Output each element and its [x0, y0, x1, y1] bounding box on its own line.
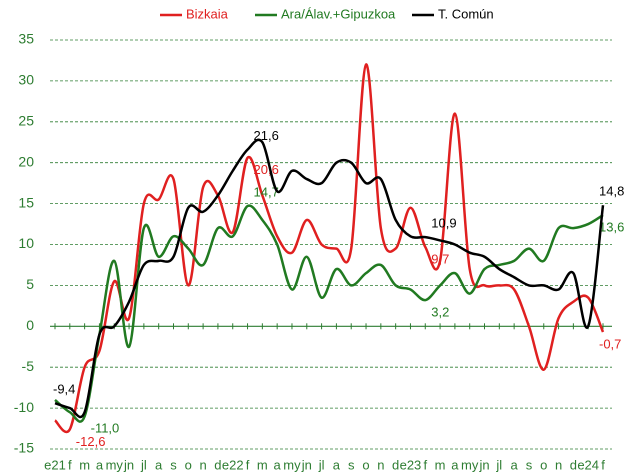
- series-line: [54, 63, 605, 434]
- legend-label: T. Común: [438, 6, 494, 21]
- x-tick-label: n: [199, 457, 206, 472]
- x-tick-label: jl: [495, 457, 502, 472]
- series-line: [54, 204, 604, 423]
- x-tick-label: n: [377, 457, 384, 472]
- data-label: -0,7: [599, 336, 621, 351]
- x-tick-label: e21: [44, 457, 66, 472]
- data-label: 14,7: [254, 184, 279, 199]
- legend-label: Bizkaia: [186, 6, 229, 21]
- y-tick-label: 25: [18, 113, 34, 129]
- x-tick-label: e24: [577, 457, 599, 472]
- x-tick-label: jn: [123, 457, 134, 472]
- x-tick-label: e23: [400, 457, 422, 472]
- y-tick-label: 30: [18, 72, 34, 88]
- x-tick-label: jn: [301, 457, 312, 472]
- data-label: -12,6: [76, 434, 106, 449]
- data-label: 14,8: [599, 184, 624, 199]
- y-tick-label: 20: [18, 153, 34, 169]
- x-tick-label: jl: [140, 457, 147, 472]
- series-line: [54, 138, 605, 419]
- x-tick-label: a: [451, 457, 459, 472]
- x-tick-label: a: [155, 457, 163, 472]
- data-label: 20,6: [254, 162, 279, 177]
- y-tick-label: -15: [14, 440, 34, 456]
- x-tick-label: my: [461, 457, 479, 472]
- x-tick-label: s: [170, 457, 177, 472]
- x-tick-label: a: [96, 457, 104, 472]
- data-label: 9,7: [431, 251, 449, 266]
- x-tick-label: f: [68, 457, 72, 472]
- legend-label: Ara/Álav.+Gipuzkoa: [281, 6, 396, 21]
- x-tick-label: d: [392, 457, 399, 472]
- x-tick-label: my: [106, 457, 124, 472]
- x-tick-label: n: [555, 457, 562, 472]
- data-label: 3,2: [431, 305, 449, 320]
- x-tick-label: e22: [222, 457, 244, 472]
- x-tick-label: f: [423, 457, 427, 472]
- y-tick-label: 0: [26, 317, 34, 333]
- x-tick-label: f: [246, 457, 250, 472]
- x-tick-label: d: [214, 457, 221, 472]
- x-tick-label: s: [526, 457, 533, 472]
- data-label: 13,6: [599, 219, 624, 234]
- y-tick-label: 15: [18, 194, 34, 210]
- y-tick-label: -5: [22, 358, 35, 374]
- x-tick-label: m: [79, 457, 90, 472]
- x-tick-label: o: [362, 457, 369, 472]
- x-tick-label: d: [570, 457, 577, 472]
- data-label: 10,9: [431, 216, 456, 231]
- y-tick-label: 35: [18, 31, 34, 47]
- x-tick-label: a: [511, 457, 519, 472]
- y-tick-label: -10: [14, 399, 34, 415]
- data-label: -11,0: [91, 421, 120, 436]
- x-tick-label: m: [257, 457, 268, 472]
- x-tick-label: my: [283, 457, 301, 472]
- y-tick-label: 10: [18, 235, 34, 251]
- x-tick-label: s: [348, 457, 355, 472]
- x-tick-label: m: [435, 457, 446, 472]
- data-label: 21,6: [254, 128, 279, 143]
- x-tick-label: a: [274, 457, 282, 472]
- x-tick-label: f: [601, 457, 605, 472]
- x-tick-label: a: [333, 457, 341, 472]
- x-tick-label: o: [185, 457, 192, 472]
- x-tick-label: jl: [318, 457, 325, 472]
- x-tick-label: jn: [478, 457, 489, 472]
- data-label: -9,4: [53, 382, 75, 397]
- x-tick-label: o: [540, 457, 547, 472]
- y-tick-label: 5: [26, 276, 34, 292]
